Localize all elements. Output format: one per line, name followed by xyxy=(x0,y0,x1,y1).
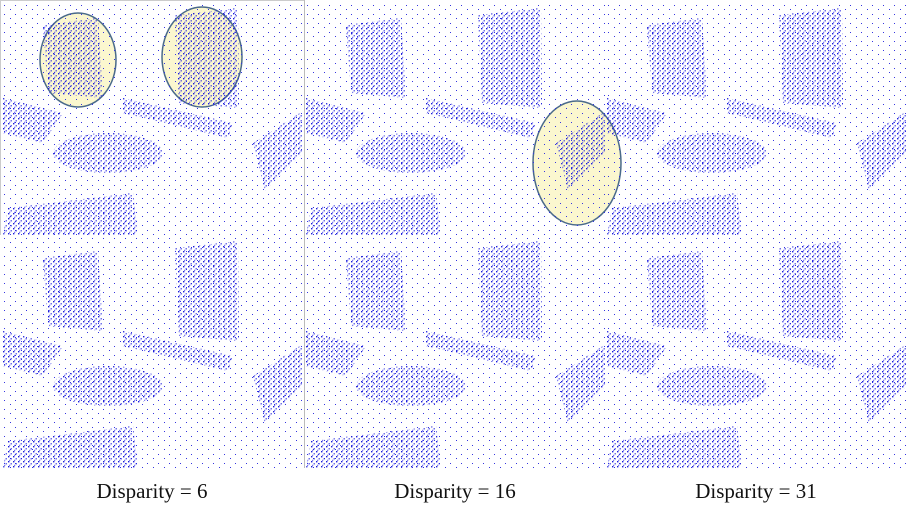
point-cloud xyxy=(607,3,907,235)
panels xyxy=(0,0,907,468)
point-cloud xyxy=(3,236,303,468)
caption: Disparity = 31 xyxy=(695,479,817,503)
caption: Disparity = 6 xyxy=(97,479,208,503)
point-cloud xyxy=(3,3,303,235)
point-cloud xyxy=(607,236,907,468)
point-cloud xyxy=(306,236,606,468)
caption: Disparity = 16 xyxy=(394,479,516,503)
figure: Disparity = 6 Disparity = 16 Disparity =… xyxy=(0,0,907,505)
point-cloud xyxy=(306,3,606,235)
